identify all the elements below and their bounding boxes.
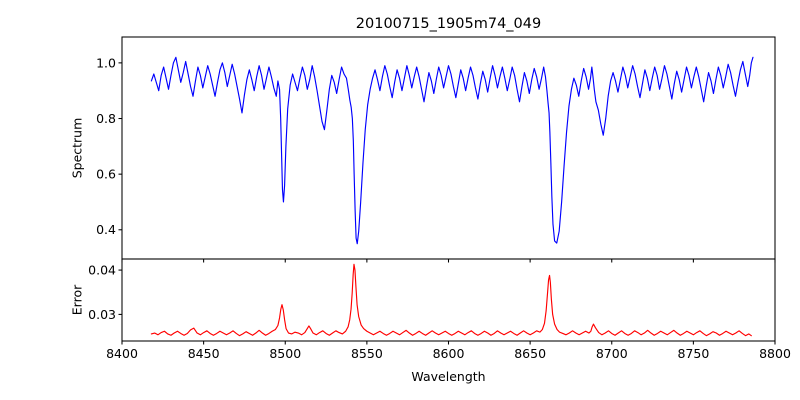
y-tick-label: 0.4 — [96, 222, 116, 237]
x-tick-label: 8500 — [269, 346, 301, 361]
x-tick-label: 8700 — [596, 346, 628, 361]
chart-title: 20100715_1905m74_049 — [356, 16, 541, 32]
y-tick-label: 0.04 — [88, 262, 116, 277]
error-panel: 8400 8450 8500 8550 8600 8650 8700 8750 8800 0.03… — [69, 258, 791, 361]
x-tick-label: 8450 — [188, 346, 220, 361]
x-axis-label: Wavelength — [411, 369, 485, 384]
x-tick-label: 8650 — [514, 346, 546, 361]
x-tick-label: 8800 — [759, 346, 791, 361]
y-tick-label: 0.6 — [96, 167, 116, 182]
x-tick-label: 8400 — [106, 346, 138, 361]
spectrum-panel-ylabel: Spectrum — [69, 118, 84, 179]
error-panel-ylabel: Error — [69, 284, 84, 315]
y-tick-label: 0.03 — [88, 307, 116, 322]
y-tick-label: 0.8 — [96, 111, 116, 126]
error-panel-data-line — [150, 263, 752, 337]
spectrum-panel-data-line — [150, 56, 754, 245]
x-tick-label: 8750 — [677, 346, 709, 361]
y-tick-label: 1.0 — [96, 55, 116, 70]
x-tick-label: 8550 — [351, 346, 383, 361]
x-tick-label: 8600 — [433, 346, 465, 361]
